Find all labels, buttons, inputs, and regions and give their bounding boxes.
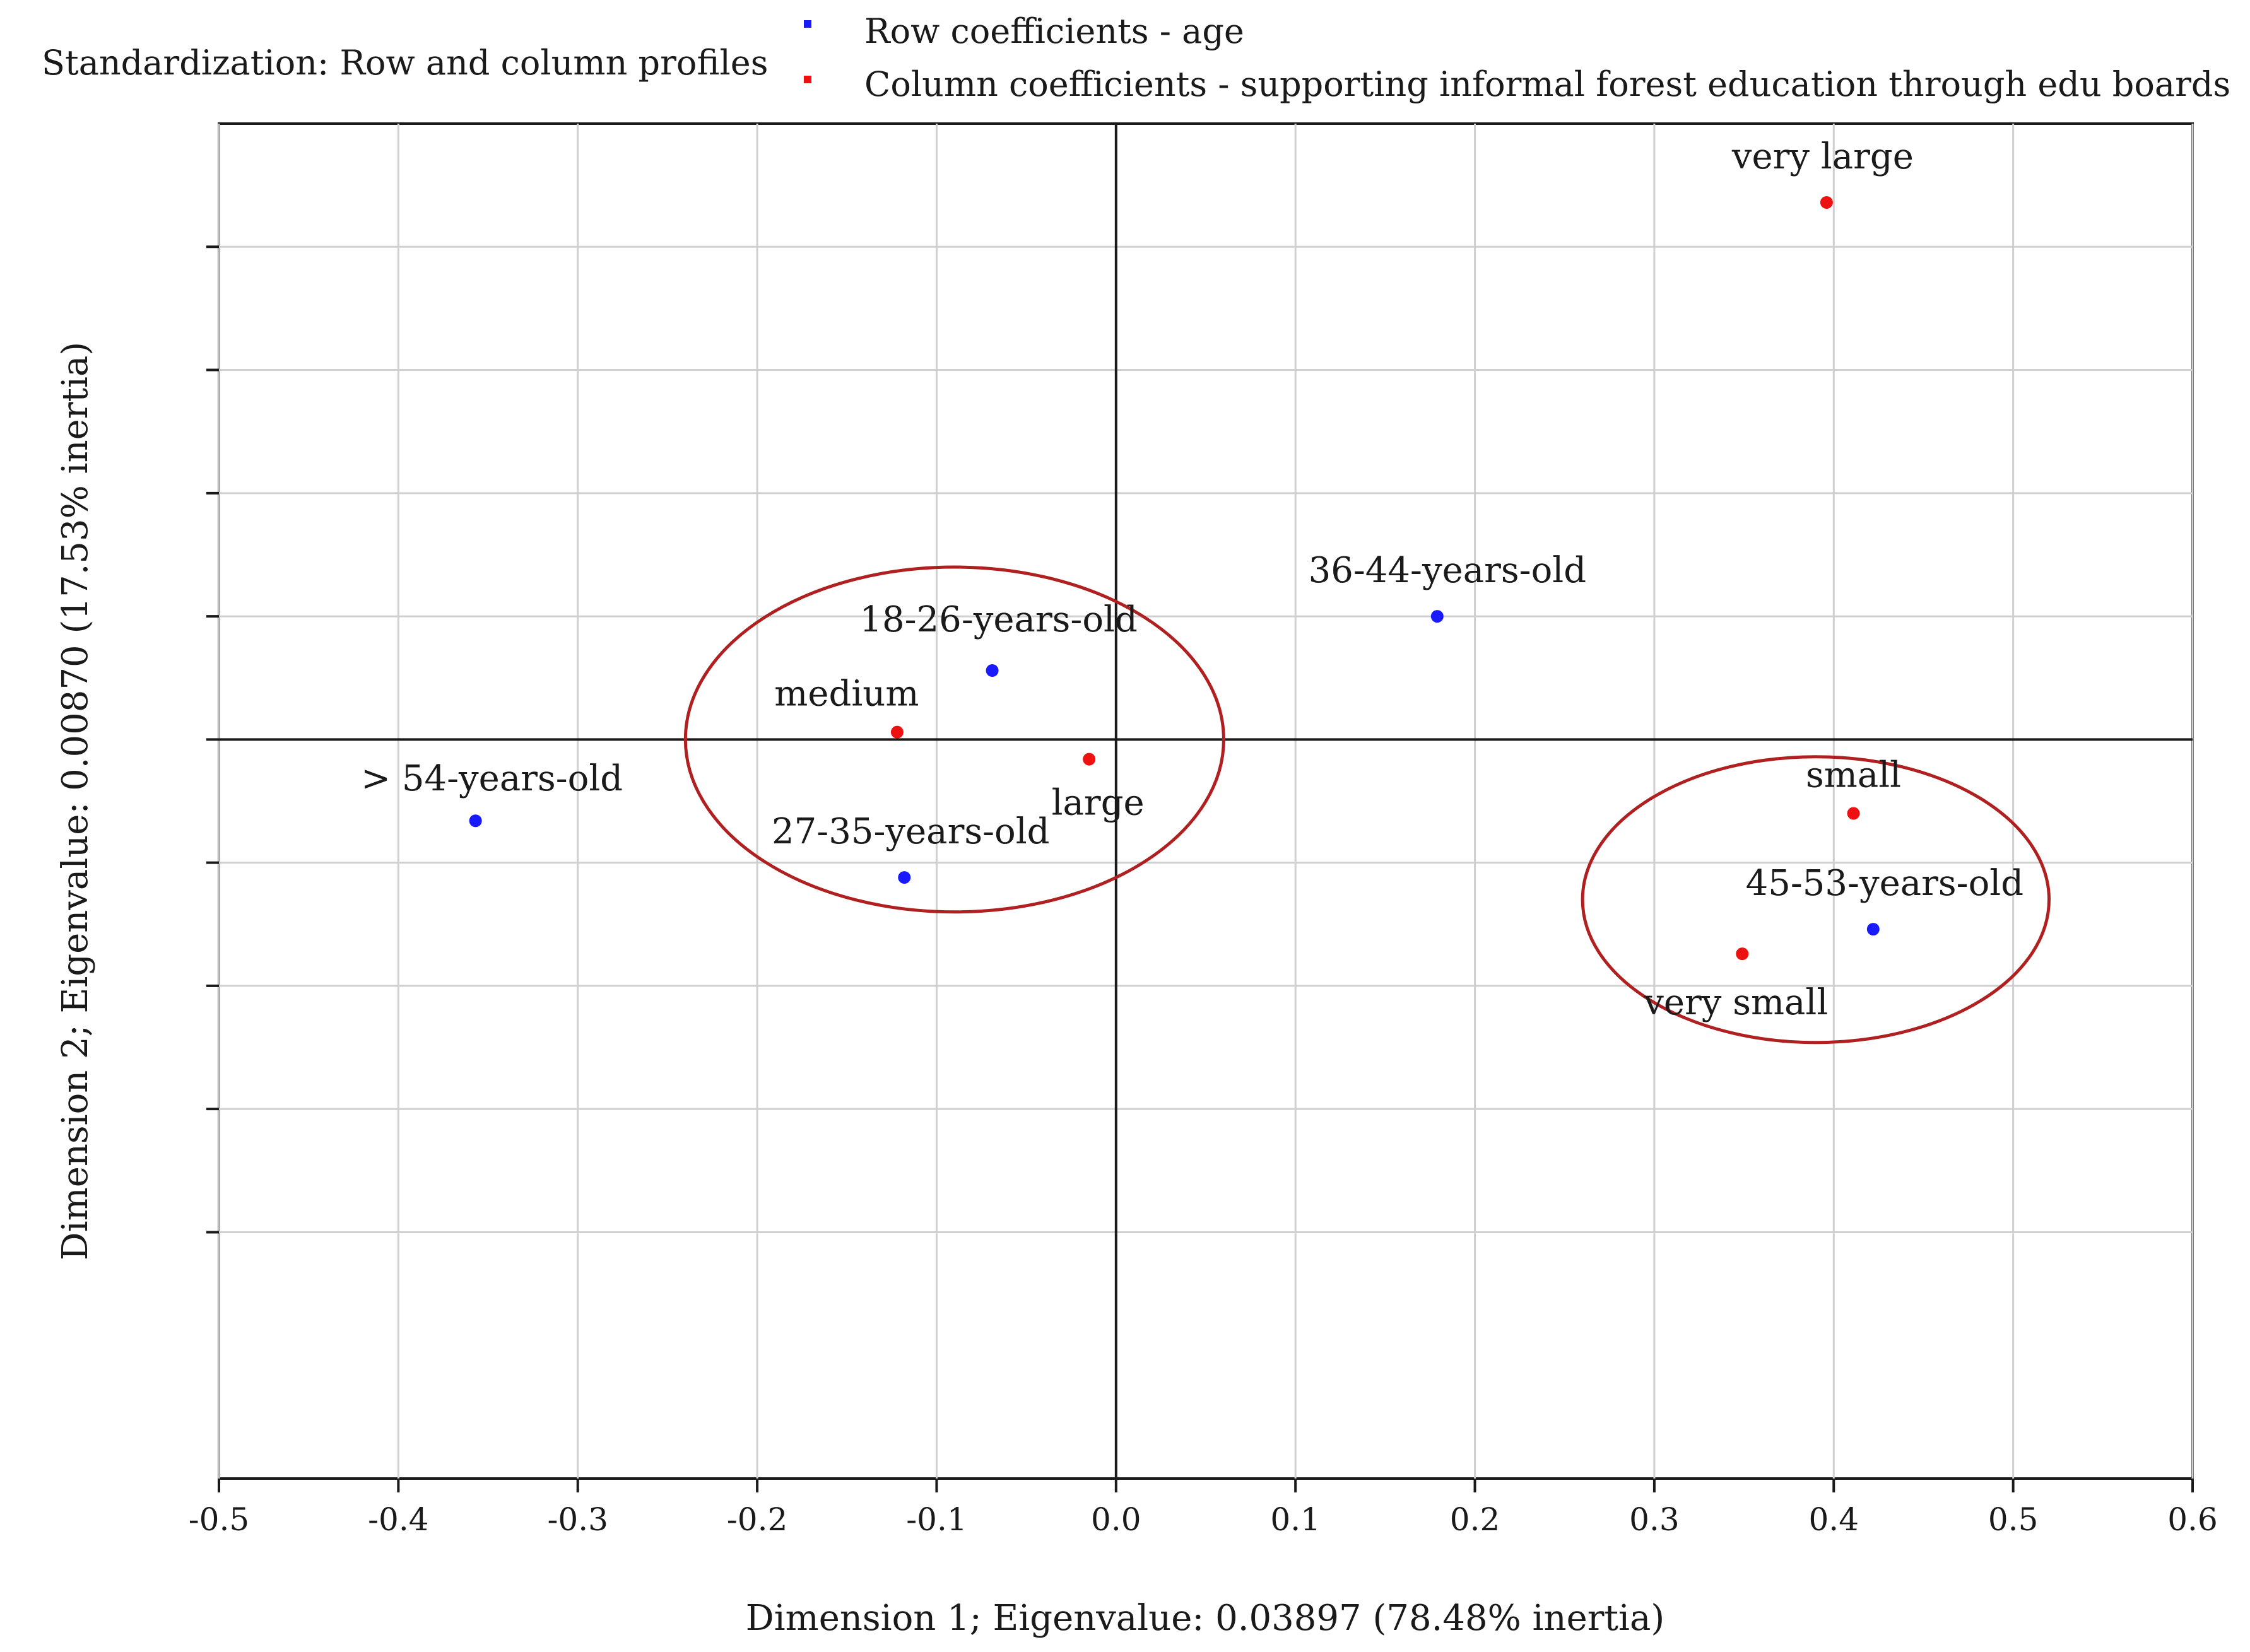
legend-entry-row: Row coefficients - age [864, 11, 1244, 51]
legend-marker-row [804, 20, 811, 28]
legend-marker-column [804, 76, 811, 83]
x-tick-label: -0.5 [189, 1501, 249, 1538]
x-tick-label: -0.4 [368, 1501, 428, 1538]
column-point-large [1083, 753, 1096, 766]
point-label-45-53-years-old: 45-53-years-old [1746, 863, 2023, 904]
point-label-very-small: very small [1643, 982, 1828, 1023]
row-point-36-44-years-old [1430, 610, 1444, 623]
x-tick-label: 0.0 [1091, 1501, 1141, 1538]
x-tick-label: 0.1 [1270, 1501, 1321, 1538]
cluster-ellipses [683, 565, 2051, 1045]
x-tick-label: -0.1 [906, 1501, 967, 1538]
row-point-54-years-old [469, 814, 482, 828]
row-point-18-26-years-old [986, 664, 999, 677]
point-label-large: large [1052, 783, 1145, 824]
point-label-medium: medium [774, 674, 919, 715]
y-axis-title: Dimension 2; Eigenvalue: 0.00870 (17.53%… [55, 342, 96, 1260]
column-point-medium [890, 725, 904, 739]
row-point-45-53-years-old [1866, 923, 1880, 936]
point-label-18-26-years-old: 18-26-years-old [859, 599, 1137, 640]
legend-entry-column: Column coefficients - supporting informa… [864, 64, 2230, 104]
zero-axes [219, 124, 2193, 1479]
grid-lines [218, 124, 2194, 1479]
point-label-36-44-years-old: 36-44-years-old [1309, 550, 1586, 591]
x-tick-label: 0.6 [2167, 1501, 2218, 1538]
point-label-54-years-old: > 54-years-old [361, 758, 623, 799]
column-point-very-large [1820, 196, 1833, 209]
x-tick-label: -0.3 [548, 1501, 608, 1538]
x-tick-label: 0.4 [1809, 1501, 1859, 1538]
ellipse-cluster-center [683, 565, 1225, 914]
x-axis-title: Dimension 1; Eigenvalue: 0.03897 (78.48%… [746, 1598, 1664, 1639]
x-axis-ticks: -0.5 -0.4 -0.3 -0.2 -0.1 0.0 0.1 0.2 0.3 0.4 0.5 0.… [189, 1479, 2218, 1538]
x-tick-label: 0.5 [1988, 1501, 2039, 1538]
point-label-27-35-years-old: 27-35-years-old [772, 811, 1049, 852]
x-tick-label: -0.2 [727, 1501, 787, 1538]
y-axis-ticks [206, 245, 219, 1234]
column-point-small [1847, 807, 1860, 820]
row-point-27-35-years-old [898, 871, 911, 884]
legend: Row coefficients - age Column coefficien… [804, 11, 2230, 104]
data-points [469, 196, 1880, 961]
standardization-label: Standardization: Row and column profiles [42, 43, 768, 83]
ellipse-cluster-right [1581, 755, 2051, 1045]
point-label-very-large: very large [1731, 136, 1914, 177]
x-tick-label: 0.2 [1450, 1501, 1500, 1538]
x-tick-label: 0.3 [1629, 1501, 1680, 1538]
point-label-small: small [1806, 755, 1901, 796]
column-point-very-small [1736, 947, 1749, 961]
point-labels: 18-26-years-old 27-35-years-old 36-44-year… [361, 136, 2023, 1023]
